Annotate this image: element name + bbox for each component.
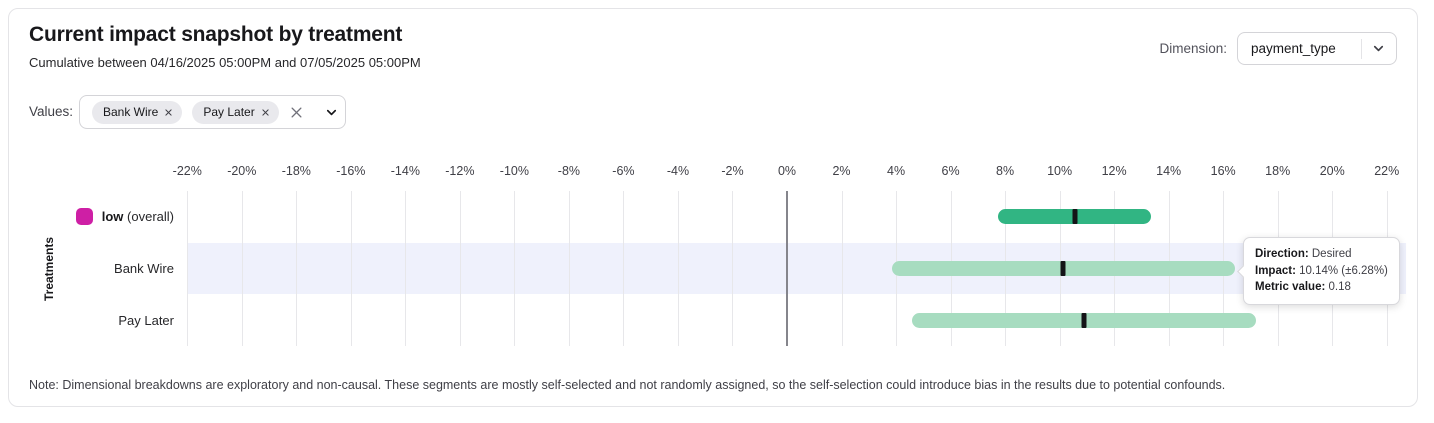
impact-point-marker bbox=[1060, 261, 1066, 276]
x-axis-tick-label: -6% bbox=[612, 164, 635, 178]
disclaimer-note: Note: Dimensional breakdowns are explora… bbox=[29, 378, 1226, 392]
chevron-down-icon[interactable] bbox=[1371, 41, 1386, 56]
treatment-row-labels: low (overall) Bank Wire Pay Later bbox=[29, 191, 174, 346]
chevron-down-icon[interactable] bbox=[324, 105, 339, 120]
x-axis-tick-label: -20% bbox=[227, 164, 257, 178]
date-range-subtitle: Cumulative between 04/16/2025 05:00PM an… bbox=[29, 55, 421, 70]
grid-line bbox=[677, 191, 679, 346]
variant-legend-swatch bbox=[75, 208, 93, 226]
x-axis-tick-label: 18% bbox=[1265, 164, 1291, 178]
grid-line bbox=[296, 191, 298, 346]
row-label: Pay Later bbox=[118, 312, 174, 328]
grid-line bbox=[350, 191, 352, 346]
x-axis-tick-label: 14% bbox=[1156, 164, 1182, 178]
x-axis-tick-label: 16% bbox=[1210, 164, 1236, 178]
dimension-select[interactable]: payment_type bbox=[1237, 32, 1397, 65]
grid-line bbox=[841, 191, 843, 346]
impact-point-marker bbox=[1081, 312, 1087, 328]
x-axis-tick-label: -10% bbox=[499, 164, 529, 178]
row-label: low (overall) bbox=[29, 191, 174, 243]
grid-line bbox=[623, 191, 625, 346]
values-multiselect[interactable]: Bank Wire Pay Later bbox=[79, 95, 346, 129]
dimension-selected-value: payment_type bbox=[1251, 41, 1336, 56]
clear-all-values-x-icon[interactable] bbox=[289, 105, 304, 120]
bar-tooltip: Direction: Desired Impact: 10.14% (±6.28… bbox=[1237, 237, 1400, 305]
x-axis-tick-label: -16% bbox=[336, 164, 366, 178]
impact-point-marker bbox=[1072, 209, 1078, 225]
zero-axis-line bbox=[786, 191, 788, 346]
x-axis-tick-label: 4% bbox=[886, 164, 906, 178]
grid-line bbox=[514, 191, 516, 346]
select-divider bbox=[1361, 38, 1362, 59]
x-axis-tick-label: 10% bbox=[1047, 164, 1073, 178]
grid-line bbox=[568, 191, 570, 346]
x-axis-tick-label: -22% bbox=[172, 164, 202, 178]
page-title: Current impact snapshot by treatment bbox=[29, 23, 403, 46]
x-axis-tick-label: 6% bbox=[941, 164, 960, 178]
grid-line bbox=[241, 191, 243, 346]
tooltip-metric-value: Metric value: 0.18 bbox=[1255, 281, 1351, 293]
tooltip-direction: Direction: Desired bbox=[1255, 248, 1352, 260]
x-axis-tick-label: -8% bbox=[557, 164, 581, 178]
x-axis-tick-labels: -22% -20% -18% -16% -14% -12% -10% -8% -6% -4% -2%… bbox=[160, 164, 1414, 180]
dimension-control: Dimension: payment_type bbox=[1159, 32, 1397, 65]
x-axis-tick-label: -14% bbox=[390, 164, 420, 178]
grid-line bbox=[187, 191, 189, 346]
x-axis-tick-label: -12% bbox=[445, 164, 475, 178]
value-chip-label: Bank Wire bbox=[103, 105, 159, 119]
grid-line bbox=[732, 191, 734, 346]
dimension-label: Dimension: bbox=[1159, 41, 1227, 56]
plot-area bbox=[160, 191, 1414, 346]
row-label-suffix: (overall) bbox=[123, 209, 174, 225]
value-chip-bank-wire[interactable]: Bank Wire bbox=[92, 100, 183, 124]
x-axis-tick-label: 22% bbox=[1374, 164, 1400, 178]
x-icon[interactable] bbox=[164, 108, 173, 117]
x-axis-tick-label: -2% bbox=[721, 164, 744, 178]
grid-line bbox=[405, 191, 407, 346]
x-axis-tick-label: 0% bbox=[777, 164, 797, 178]
x-axis-tick-label: 20% bbox=[1319, 164, 1345, 178]
value-chip-pay-later[interactable]: Pay Later bbox=[192, 100, 279, 124]
value-chip-label: Pay Later bbox=[203, 105, 255, 119]
values-label: Values: bbox=[29, 104, 74, 119]
x-axis-tick-label: 12% bbox=[1101, 164, 1127, 178]
x-axis-tick-label: 2% bbox=[832, 164, 851, 178]
x-axis-tick-label: -18% bbox=[281, 164, 311, 178]
row-label: Bank Wire bbox=[114, 261, 174, 276]
x-icon[interactable] bbox=[261, 108, 270, 117]
impact-snapshot-card: Current impact snapshot by treatment Cum… bbox=[8, 8, 1418, 407]
tooltip-impact: Impact: 10.14% (±6.28%) bbox=[1255, 264, 1388, 277]
grid-line bbox=[459, 191, 461, 346]
x-axis-tick-label: -4% bbox=[666, 164, 690, 178]
x-axis-tick-label: 8% bbox=[996, 164, 1015, 178]
